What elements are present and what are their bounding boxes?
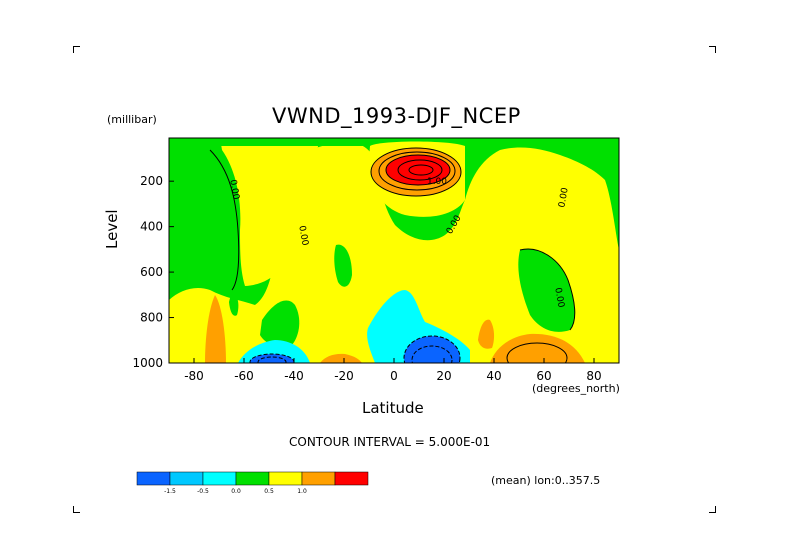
region-positive-core-2 [490, 333, 585, 363]
region-near-zero-2 [518, 249, 575, 332]
contour-line-zero-2 [519, 248, 576, 331]
contour-line-jet-1 [370, 147, 462, 197]
legend-label: -0.5 [197, 488, 209, 495]
region-negative-core-2 [250, 354, 294, 363]
y-axis-unit: (millibar) [107, 113, 157, 126]
contour-value-label: 1.00 [427, 177, 447, 187]
averaging-note: (mean) lon:0..357.5 [491, 474, 601, 487]
x-tick-label: -40 [284, 369, 304, 383]
legend-label: 1.0 [297, 488, 307, 495]
region-positive-core-1 [205, 295, 226, 363]
region-positive-core-3 [320, 353, 362, 363]
contour-line-negative-4 [257, 356, 287, 363]
contour-line-negative-1 [403, 335, 461, 363]
x-tick-label: -60 [234, 369, 254, 383]
x-tick-label: -80 [184, 369, 204, 383]
legend-label: 0.0 [231, 488, 241, 495]
contour-line-zero-1 [209, 149, 240, 291]
legend-swatch [235, 471, 270, 486]
contour-value-label: 0.00 [296, 225, 309, 247]
legend-swatch [169, 471, 204, 486]
contour-line-jet-2 [378, 151, 456, 191]
region-near-zero-4 [229, 290, 239, 316]
contour-line-negative-2 [411, 345, 453, 363]
x-tick-label: 80 [586, 369, 601, 383]
contour-interval-note: CONTOUR INTERVAL = 5.000E-01 [289, 435, 491, 449]
legend-swatch [268, 471, 303, 486]
y-tick-label: 800 [140, 311, 163, 325]
y-tick-label: 1000 [132, 356, 163, 370]
chart-title: VWND_1993-DJF_NCEP [272, 104, 521, 128]
contour-line-jet-3 [385, 154, 451, 186]
region-near-zero-1 [189, 150, 239, 290]
x-tick-label: 60 [536, 369, 551, 383]
legend-label: 0.5 [264, 488, 274, 495]
region-near-zero-3 [260, 300, 300, 347]
y-tick-label: 200 [140, 174, 163, 188]
x-tick-label: 20 [436, 369, 451, 383]
contour-line-jet-4 [397, 159, 443, 181]
legend-swatch [301, 471, 336, 486]
contour-value-label: 0.00 [552, 287, 565, 309]
x-tick-label: 40 [486, 369, 501, 383]
region-near-zero-5 [334, 244, 352, 287]
crop-mark-bottom-left [73, 506, 80, 513]
contour-line-jet-5 [408, 164, 434, 176]
x-axis-label: Latitude [362, 399, 424, 417]
crop-mark-top-left [73, 46, 80, 53]
x-tick-label: -20 [334, 369, 354, 383]
region-negative-core-1 [404, 336, 460, 363]
region-positive-2 [220, 138, 320, 286]
legend-swatch [334, 471, 369, 486]
x-axis-unit: (degrees_north) [532, 382, 620, 395]
contour-value-label: 0.00 [557, 187, 570, 209]
top-strip-green [169, 138, 619, 146]
contour-line-positive-core [506, 342, 568, 363]
contour-value-label: 0.00 [227, 179, 240, 201]
crop-mark-bottom-right [709, 506, 716, 513]
legend-swatch [136, 471, 171, 486]
crop-mark-top-right [709, 46, 716, 53]
region-positive-core-4 [478, 319, 495, 349]
x-tick-label: 0 [390, 369, 398, 383]
legend-swatch [202, 471, 237, 486]
y-tick-label: 600 [140, 265, 163, 279]
legend-label: -1.5 [164, 488, 176, 495]
y-tick-label: 400 [140, 220, 163, 234]
